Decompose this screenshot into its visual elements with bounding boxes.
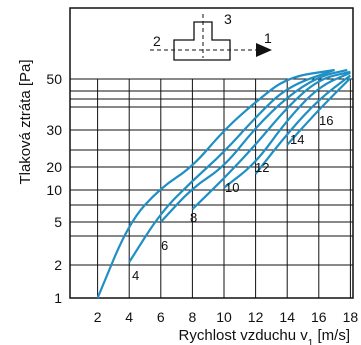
curve-label-4: 4 — [132, 268, 139, 283]
y-tick-20: 20 — [46, 159, 62, 175]
x-tick-2: 2 — [94, 309, 102, 325]
y-tick-50: 50 — [46, 71, 62, 87]
y-tick-labels: 1 2 5 10 20 30 50 — [46, 71, 62, 306]
curve-label-10: 10 — [225, 180, 239, 195]
x-axis-title-unit: [m/s] — [313, 327, 350, 344]
y-tick-5: 5 — [54, 214, 62, 230]
x-axis-title-sub: 1 — [308, 338, 314, 345]
diagram-label-3: 3 — [224, 11, 232, 27]
curve-12 — [223, 71, 351, 189]
x-axis-title: Rychlost vzduchu v1 [m/s] — [179, 327, 350, 345]
x-tick-10: 10 — [216, 309, 232, 325]
x-tick-4: 4 — [125, 309, 133, 325]
curve-16 — [286, 77, 352, 146]
curve-label-8: 8 — [190, 210, 197, 225]
flow-arrow-icon — [256, 43, 272, 57]
curve-6 — [128, 68, 335, 263]
curve-labels: 4 6 8 10 12 14 16 — [132, 113, 333, 283]
y-tick-30: 30 — [46, 122, 62, 138]
plot-frame — [69, 7, 354, 299]
x-tick-14: 14 — [279, 309, 295, 325]
y-tick-10: 10 — [46, 182, 62, 198]
y-tick-1: 1 — [54, 290, 62, 306]
curve-10 — [191, 70, 351, 210]
x-tick-8: 8 — [189, 309, 197, 325]
diagram-label-1: 1 — [264, 30, 272, 46]
x-tick-6: 6 — [157, 309, 165, 325]
x-tick-18: 18 — [343, 309, 359, 325]
curve-8 — [159, 68, 348, 223]
x-axis-title-main: Rychlost vzduchu v — [179, 327, 309, 344]
diagram-label-2: 2 — [153, 33, 161, 49]
x-tick-12: 12 — [248, 309, 264, 325]
tee-fitting-outline — [173, 21, 231, 61]
curve-label-14: 14 — [290, 132, 304, 147]
curve-14 — [254, 74, 352, 175]
curve-4 — [96, 68, 335, 299]
curve-label-16: 16 — [319, 113, 333, 128]
grid — [70, 78, 353, 298]
curve-label-12: 12 — [255, 160, 269, 175]
x-tick-labels: 2 4 6 8 10 12 14 16 18 — [94, 309, 359, 325]
curves — [96, 68, 352, 299]
y-axis-title: Tlaková ztráta [Pa] — [17, 59, 34, 184]
y-tick-2: 2 — [54, 257, 62, 273]
tee-fitting-diagram: 1 2 3 — [150, 11, 272, 61]
x-tick-16: 16 — [311, 309, 327, 325]
curve-label-6: 6 — [161, 238, 168, 253]
